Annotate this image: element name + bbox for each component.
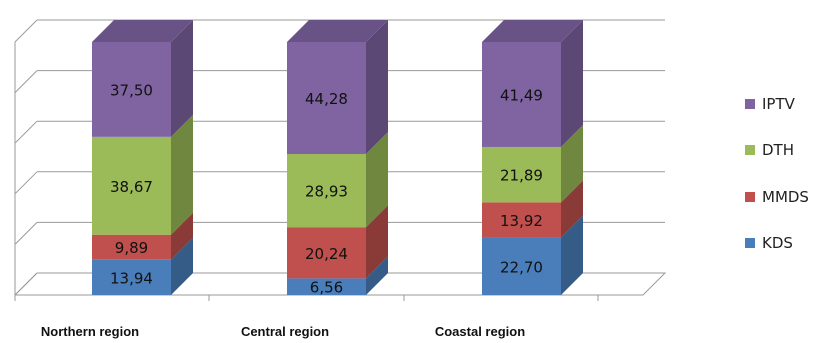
data-label: 44,28 <box>305 90 348 108</box>
bar-front <box>287 227 366 279</box>
legend-swatch <box>745 145 755 155</box>
data-label: 21,89 <box>500 167 543 185</box>
bar-side <box>561 20 583 147</box>
legend-item-mmds: MMDS <box>745 185 809 208</box>
bar-front <box>287 41 366 155</box>
gridline-side <box>14 70 38 93</box>
bar-mmds-2: 20,24 <box>287 205 388 279</box>
legend-swatch <box>745 238 755 248</box>
bar-dth-3: 21,89 <box>482 124 583 203</box>
data-label: 38,67 <box>110 178 153 196</box>
bar-iptv-2: 44,28 <box>287 19 388 155</box>
bar-front <box>482 146 561 203</box>
legend-swatch <box>745 98 755 109</box>
bar-side <box>561 124 583 203</box>
bar-iptv-1: 37,50 <box>92 20 193 137</box>
chart-bars: 13,94 9,89 38,67 37,50 6,56 20,24 28,93 44,28 22… <box>92 19 583 297</box>
bar-dth-2: 28,93 <box>287 132 388 228</box>
chart-legend: IPTV DTH MMDS KDS <box>745 92 809 278</box>
legend-item-iptv: IPTV <box>745 92 809 115</box>
legend-label: IPTV <box>762 94 795 113</box>
category-label: Coastal region <box>435 324 525 339</box>
bar-front <box>287 278 366 295</box>
bar-side <box>171 212 193 260</box>
bar-kds-1: 13,94 <box>92 237 193 295</box>
bar-side <box>366 256 388 295</box>
bar-front <box>482 42 561 147</box>
bar-side <box>366 19 388 155</box>
category-label: Northern region <box>41 324 139 339</box>
data-label: 41,49 <box>500 86 543 104</box>
chart-floor <box>14 272 667 296</box>
data-label: 28,93 <box>305 183 348 201</box>
gridline-side <box>14 171 38 195</box>
bar-side <box>366 205 388 279</box>
legend-swatch <box>745 191 755 202</box>
data-label: 9,89 <box>115 239 148 257</box>
bar-dth-1: 38,67 <box>92 114 193 235</box>
data-label: 20,24 <box>305 245 348 263</box>
bar-front <box>482 237 561 295</box>
bar-kds-3: 22,70 <box>482 215 583 295</box>
legend-label: KDS <box>762 234 793 252</box>
bar-mmds-1: 9,89 <box>92 212 193 260</box>
gridline-side <box>14 222 38 245</box>
bar-kds-2: 6,56 <box>287 256 388 297</box>
data-label: 13,94 <box>110 269 153 287</box>
legend-item-dth: DTH <box>745 139 809 162</box>
category-label: Central region <box>241 324 329 339</box>
data-label: 13,92 <box>500 212 543 230</box>
data-label: 6,56 <box>310 279 343 297</box>
legend-label: DTH <box>762 141 794 159</box>
bar-front <box>92 136 171 235</box>
gridline-side <box>14 120 38 144</box>
legend-item-kds: KDS <box>745 232 809 255</box>
bar-side <box>561 215 583 295</box>
bar-front <box>92 234 171 260</box>
bar-front <box>92 259 171 295</box>
bar-side <box>171 237 193 295</box>
bar-top <box>287 19 388 42</box>
bar-front <box>287 154 366 228</box>
bar-side <box>561 180 583 238</box>
bar-side <box>366 132 388 228</box>
bar-front <box>92 42 171 137</box>
data-label: 37,50 <box>110 81 153 99</box>
bar-side <box>171 20 193 137</box>
data-label: 22,70 <box>500 258 543 276</box>
legend-label: MMDS <box>762 187 809 206</box>
bar-iptv-3: 41,49 <box>482 20 583 147</box>
bar-mmds-3: 13,92 <box>482 180 583 238</box>
gridline-side <box>14 19 38 43</box>
bar-top <box>482 20 583 42</box>
bar-front <box>482 202 561 238</box>
chart-category-axis: Northern region Central region Coastal reg… <box>14 295 599 339</box>
bar-top <box>92 20 193 42</box>
bar-side <box>171 114 193 235</box>
